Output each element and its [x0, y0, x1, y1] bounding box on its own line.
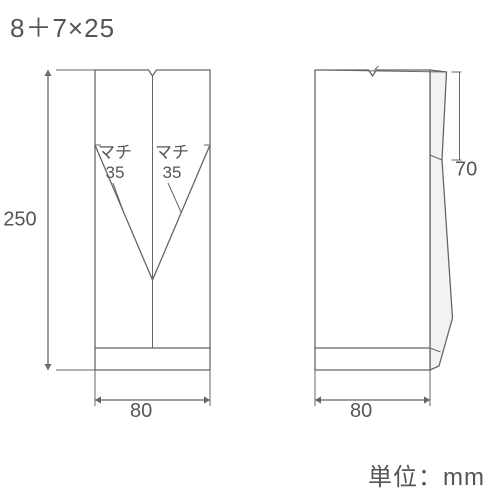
gusset-label-left: マチ 35 [98, 143, 132, 182]
spec-title: 8＋7×25 [10, 8, 115, 45]
dim-height: 250 [0, 209, 40, 232]
diagram-stage: 250 80 80 70 マチ 35 マチ 35 [0, 55, 500, 455]
dim-width-left: 80 [130, 400, 152, 423]
gusset-val-l: 35 [106, 163, 125, 182]
gusset-label-right: マチ 35 [155, 143, 189, 182]
gusset-val-r: 35 [163, 163, 182, 182]
diagram-svg [0, 55, 500, 455]
unit-label: 単位：mm [368, 457, 485, 492]
gusset-word-r: マチ [155, 143, 189, 162]
dim-width-right: 80 [350, 400, 372, 423]
gusset-word-l: マチ [98, 143, 132, 162]
dim-side: 70 [455, 159, 477, 182]
